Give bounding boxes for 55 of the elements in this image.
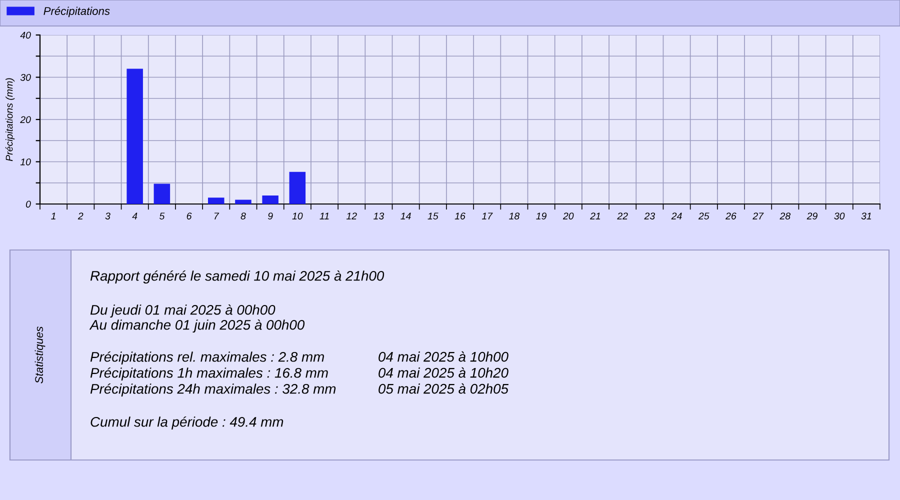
x-tick-label: 23 [644,212,655,220]
x-tick-label: 2 [78,212,84,220]
x-tick-label: 15 [428,212,438,220]
x-tick-label: 24 [671,212,682,220]
text: Statistiques [34,326,46,384]
y-tick-label: 20 [20,116,31,124]
text: Précipitations 1h maximales : 16.8 mm [90,367,328,381]
x-tick-label: 25 [698,212,710,220]
x-tick-label: 10 [292,212,303,220]
text: 05 mai 2025 à 02h05 [378,383,509,394]
x-tick-label: 22 [617,212,628,220]
y-tick-label: 30 [20,74,31,81]
text: 04 mai 2025 à 10h20 [378,367,508,378]
x-tick-label: 31 [861,212,872,220]
x-tick-label: 18 [509,212,520,220]
y-tick-label: 0 [26,200,31,208]
x-tick-label: 21 [590,212,600,220]
x-tick-label: 3 [105,212,110,220]
text: Rapport généré le samedi 10 mai 2025 à 21h00 [90,270,384,284]
bar [262,196,278,204]
y-tick-label: 10 [20,158,31,166]
x-tick-label: 4 [132,212,138,220]
bar [235,200,252,204]
x-tick-label: 1 [51,212,56,220]
y-axis-title: Précipitations (mm) [5,78,15,162]
bar [126,68,143,204]
text: Cumul sur la période : 49.4 mm [90,416,284,430]
text: 04 mai 2025 à 10h00 [378,351,508,362]
bar [154,184,170,204]
x-tick-label: 30 [834,212,845,220]
x-tick-label: 29 [806,212,818,220]
x-tick-label: 17 [482,212,493,220]
bar [289,172,306,204]
legend-label: Précipitations [44,6,110,18]
bar [208,198,224,204]
y-tick-label: 40 [20,32,31,39]
x-tick-label: 6 [186,212,192,220]
x-tick-label: 14 [400,212,411,220]
text: Du jeudi 01 mai 2025 à 00h00 [90,304,276,318]
x-tick-label: 28 [780,212,791,220]
text: Au dimanche 01 juin 2025 à 00h00 [89,319,305,333]
x-tick-label: 12 [346,212,357,220]
x-tick-label: 19 [536,212,546,220]
x-tick-label: 7 [214,212,220,220]
x-tick-label: 11 [320,212,329,220]
x-tick-label: 16 [454,212,466,220]
x-tick-label: 13 [374,212,384,220]
x-tick-label: 8 [240,212,246,220]
x-tick-label: 5 [159,212,165,220]
x-tick-label: 27 [752,212,764,220]
x-tick-label: 9 [268,212,273,220]
text: Précipitations rel. maximales : 2.8 mm [90,351,324,365]
text: Précipitations 24h maximales : 32.8 mm [90,383,336,397]
x-tick-label: 26 [726,212,736,220]
x-tick-label: 20 [562,212,574,220]
